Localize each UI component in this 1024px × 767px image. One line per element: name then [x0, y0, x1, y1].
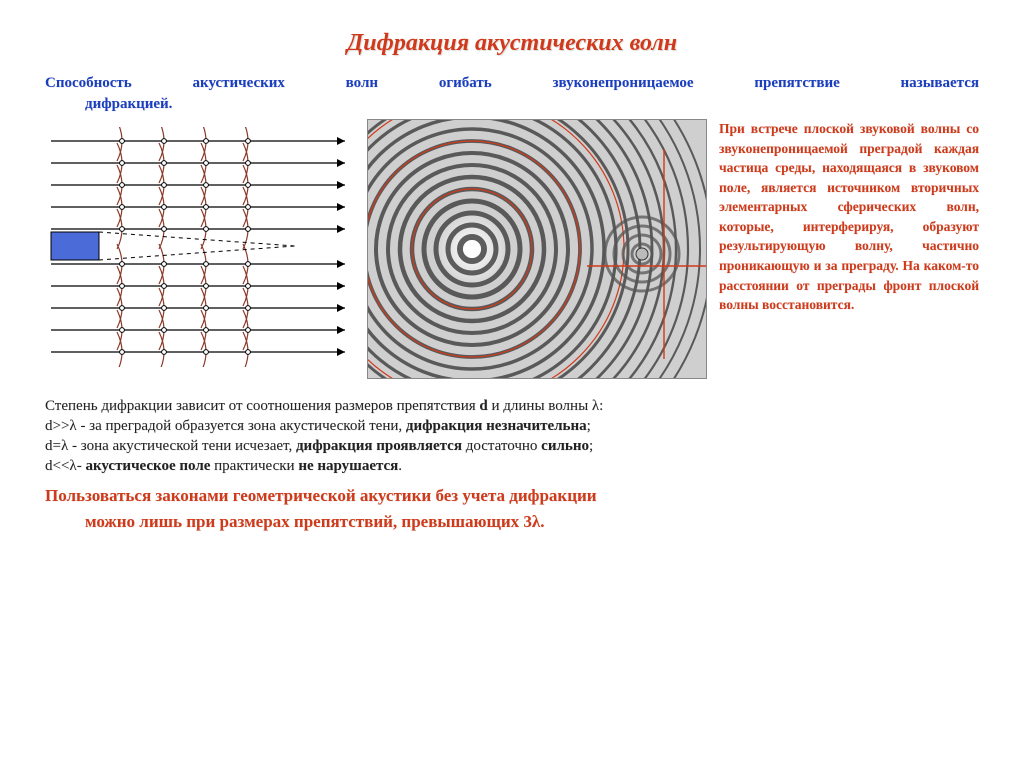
body-line-intro: Степень дифракции зависит от соотношения… — [45, 398, 979, 415]
t: достаточно — [466, 438, 541, 454]
t: d — [479, 398, 487, 414]
body-line-case1: d>>λ - за преградой образуется зона акус… — [45, 418, 979, 435]
figure-circular-wave-interference — [367, 119, 707, 384]
conclusion-line-2: можно лишь при размерах препятствий, пре… — [45, 509, 979, 535]
t: d>>λ - за преградой образуется зона акус… — [45, 418, 406, 434]
t: и длины волны λ: — [488, 398, 604, 414]
side-explanation-text: При встрече плоской звуковой волны со зв… — [719, 119, 979, 315]
t: d<<λ- — [45, 458, 85, 474]
t: акустическое поле — [85, 458, 214, 474]
t: не нарушается — [298, 458, 398, 474]
body-line-case3: d<<λ- акустическое поле практически не н… — [45, 458, 979, 475]
t: . — [398, 458, 402, 474]
figure-plane-wave-diffraction — [45, 127, 355, 372]
intro-line-1: Способность акустических волн огибать зв… — [45, 75, 979, 92]
figure-row: При встрече плоской звуковой волны со зв… — [45, 119, 979, 384]
page-title: Дифракция акустических волн — [45, 30, 979, 57]
t: дифракция проявляется — [296, 438, 466, 454]
t: практически — [214, 458, 298, 474]
t: дифракция незначительна — [406, 418, 587, 434]
t: сильно — [541, 438, 589, 454]
intro-line-2: дифракцией. — [45, 96, 979, 113]
t: d=λ - зона акустической тени исчезает, — [45, 438, 296, 454]
t: Степень дифракции зависит от соотношения… — [45, 398, 479, 414]
t: ; — [587, 418, 591, 434]
conclusion-line-1: Пользоваться законами геометрической аку… — [45, 486, 597, 505]
body-line-case2: d=λ - зона акустической тени исчезает, д… — [45, 438, 979, 455]
conclusion-text: Пользоваться законами геометрической аку… — [45, 483, 979, 534]
t: ; — [589, 438, 593, 454]
